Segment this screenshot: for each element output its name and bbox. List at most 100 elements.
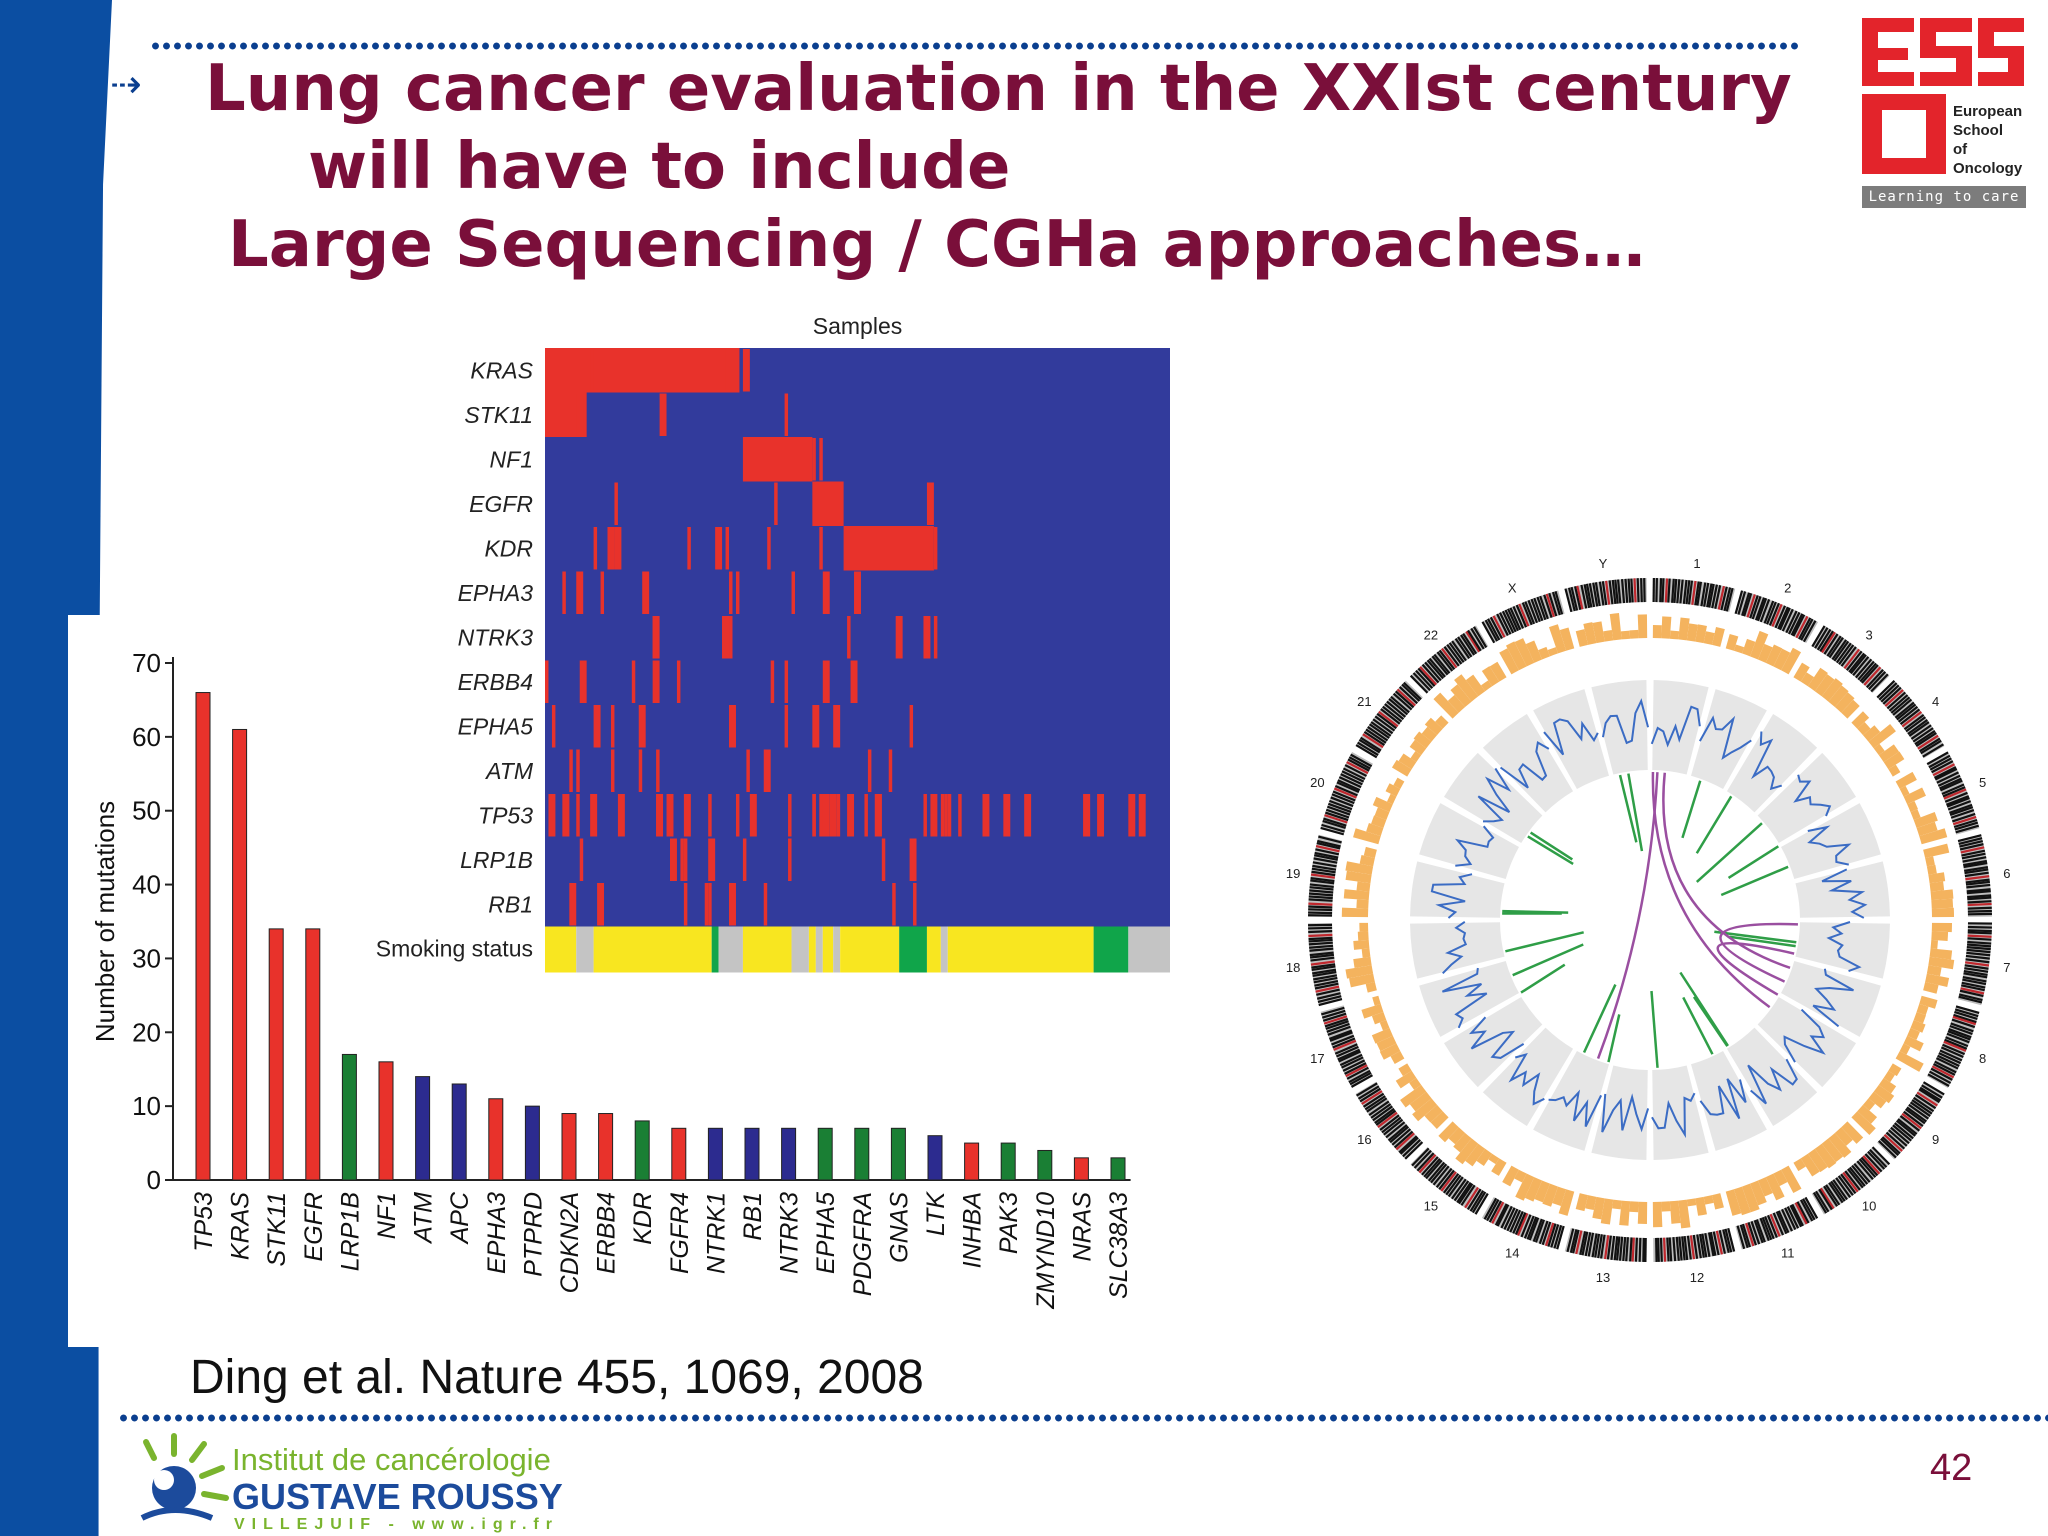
chromosome-stripe (1860, 1156, 1879, 1177)
heatmap-cell (850, 660, 858, 703)
copy-number-bar (1353, 939, 1370, 950)
chromosome-stripe (1751, 595, 1762, 620)
chromosome-stripe (1374, 1107, 1395, 1124)
chromosome-stripe (1966, 945, 1991, 951)
chromosome-stripe (1553, 1225, 1563, 1249)
expression-trace (1441, 967, 1488, 1029)
chromosome-stripe (1309, 889, 1334, 894)
chromosome-stripe (1962, 856, 1987, 863)
x-tick-label: NRAS (1068, 1192, 1096, 1262)
chromosome-stripe (1855, 658, 1873, 679)
heatmap-cell (708, 883, 712, 926)
chromosome-stripe (1791, 1203, 1804, 1227)
copy-number-bar (1629, 1201, 1639, 1213)
heatmap-cell (683, 838, 688, 881)
chromosome-stripe (1338, 1050, 1361, 1063)
copy-number-bar (1923, 981, 1939, 994)
copy-number-bar (1931, 922, 1953, 933)
chromosome-stripe (1934, 767, 1958, 781)
chromosome-stripe (1947, 800, 1972, 811)
chromosome-stripe (1960, 846, 1985, 854)
copy-number-bar (1800, 672, 1815, 687)
chromosome-stripe (1418, 1154, 1437, 1174)
heatmap-cell (1128, 794, 1136, 837)
chromosome-stripe (1496, 613, 1509, 637)
chromosome-stripe (1718, 1230, 1727, 1254)
chromosome-stripe (1315, 845, 1340, 853)
chromosome-stripe (1514, 1212, 1527, 1236)
chromosome-stripe (1342, 767, 1366, 781)
chromosome-stripe (1491, 1201, 1505, 1224)
bar (854, 1127, 870, 1181)
chromosome-stripe (1340, 773, 1363, 786)
chromosome-stripe (1668, 1237, 1673, 1262)
copy-number-bar (1343, 889, 1370, 901)
chromosome-stripe (1909, 1101, 1931, 1117)
chromosome-stripe (1484, 619, 1499, 642)
chromosome-stripe (1569, 1229, 1578, 1253)
chromosome-stripe (1396, 688, 1416, 707)
heatmap-cell (1083, 794, 1091, 837)
chromosome-label: 22 (1424, 627, 1438, 642)
chromosome-stripe (1959, 839, 1984, 848)
inner-track-segment (1419, 803, 1519, 880)
heatmap-cell (715, 527, 723, 570)
copy-number-bar (1895, 1051, 1924, 1072)
x-tick-label: FGFR4 (666, 1192, 694, 1274)
chromosome-stripe (1412, 672, 1431, 692)
chromosome-stripe (1926, 751, 1949, 766)
chromosome-stripe (1739, 1224, 1749, 1249)
bar (232, 728, 248, 1181)
chromosome-stripe (1890, 696, 1911, 714)
copy-number-bar (1926, 965, 1942, 977)
chromosome-stripe (1914, 1094, 1937, 1110)
chromosome-stripe (1332, 790, 1356, 802)
inter-rearrangement-link (1719, 922, 1798, 983)
chromosome-stripe (1812, 1191, 1828, 1214)
chromosome-stripe (1464, 1186, 1479, 1209)
heatmap-cell (569, 749, 573, 792)
chromosome-stripe (1474, 1192, 1489, 1215)
copy-number-bar (1800, 1153, 1820, 1177)
copy-number-bar (1711, 626, 1725, 647)
chromosome-stripe (1496, 1204, 1510, 1227)
chromosome-stripe (1358, 738, 1381, 754)
chromosome-stripe (1951, 812, 1976, 823)
smoking-status-segment (711, 926, 719, 973)
intra-rearrangement-link (1527, 835, 1574, 866)
chromosome-stripe (1341, 770, 1365, 783)
y-axis-label: Number of mutations (90, 801, 120, 1042)
chromosome-stripe (1720, 586, 1728, 611)
chromosome-stripe (1328, 1029, 1353, 1040)
chromosome-stripe (1918, 737, 1941, 753)
chromosome-stripe (1387, 1124, 1408, 1142)
chromosome-stripe (1534, 1219, 1545, 1243)
heatmap-cell (749, 794, 757, 837)
chromosome-stripe (1772, 1212, 1785, 1236)
copy-number-bar (1465, 674, 1486, 697)
heatmap-cell (656, 794, 664, 837)
chromosome-stripe (1471, 1191, 1487, 1214)
chromosome-stripe (1768, 602, 1780, 626)
chromosome-stripe (1331, 1034, 1355, 1046)
chromosome-stripe (1952, 815, 1977, 826)
chromosome-stripe (1778, 607, 1791, 631)
y-tick-label: 10 (132, 1091, 161, 1121)
chromosome-stripe (1346, 761, 1369, 775)
heatmap-cell (1024, 794, 1032, 837)
copy-number-bar (1356, 899, 1369, 909)
chromosome-stripe (1518, 603, 1530, 627)
chromosome-stripe (1897, 1118, 1918, 1135)
heatmap-cell (652, 616, 660, 659)
expression-trace (1783, 1008, 1826, 1063)
chromosome-stripe (1676, 579, 1681, 604)
chromosome-stripe (1308, 905, 1333, 909)
chromosome-stripe (1838, 644, 1855, 665)
igr-logo: Institut de cancérologie GUSTAVE ROUSSY … (132, 1432, 572, 1536)
copy-number-bar (1592, 621, 1605, 644)
chromosome-stripe (1332, 1037, 1356, 1049)
chromosome-stripe (1952, 1015, 1977, 1026)
copy-number-bar (1409, 1077, 1422, 1090)
bar (1037, 1149, 1053, 1181)
copy-number-bar (1868, 1091, 1887, 1109)
